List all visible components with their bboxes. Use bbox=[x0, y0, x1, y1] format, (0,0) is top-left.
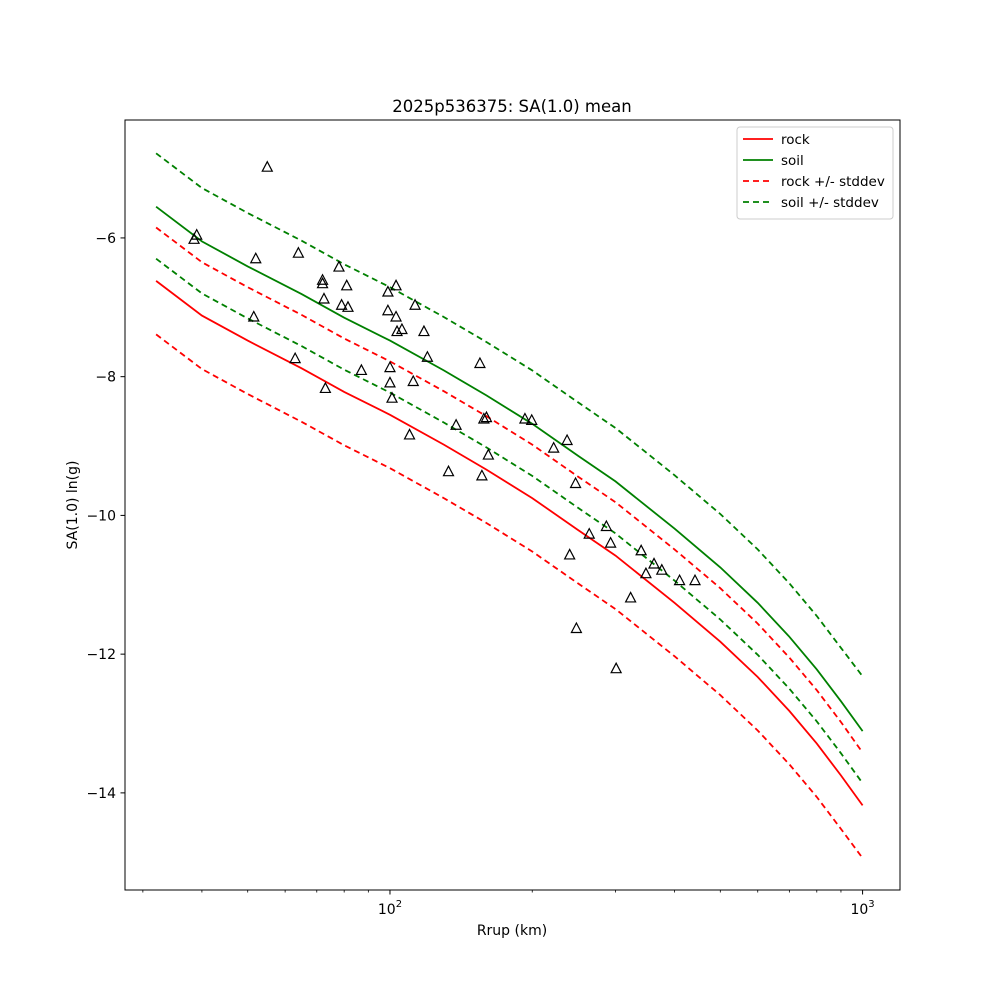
observation-point bbox=[442, 464, 455, 477]
observation-point bbox=[421, 350, 434, 362]
observation-point bbox=[335, 298, 348, 310]
observation-point bbox=[624, 591, 637, 603]
observation-point bbox=[319, 381, 332, 394]
observation-point bbox=[635, 543, 648, 556]
y-tick-label: −12 bbox=[86, 647, 116, 663]
observation-point bbox=[561, 433, 574, 446]
series-line-soil-stddev-upper bbox=[155, 152, 864, 677]
observation-point bbox=[317, 292, 330, 304]
series-line-soil bbox=[155, 205, 864, 732]
observation-point bbox=[569, 476, 582, 489]
observation-point bbox=[673, 573, 686, 586]
y-tick-label: −14 bbox=[86, 786, 116, 802]
observation-point bbox=[407, 374, 420, 387]
observation-point bbox=[610, 661, 623, 674]
x-axis-label: Rrup (km) bbox=[477, 923, 547, 939]
y-axis-label: SA(1.0) ln(g) bbox=[65, 461, 81, 550]
observation-point bbox=[395, 322, 408, 335]
observation-point bbox=[383, 360, 396, 373]
series-line-rock-stddev-upper bbox=[155, 226, 864, 754]
observation-point bbox=[341, 300, 354, 312]
observation-point bbox=[604, 536, 617, 548]
observation-point bbox=[583, 527, 596, 539]
observation-point bbox=[190, 228, 203, 240]
observation-point bbox=[480, 410, 493, 423]
observation-point bbox=[473, 356, 486, 369]
observation-point bbox=[475, 469, 488, 481]
observation-point bbox=[340, 279, 353, 291]
y-tick-label: −8 bbox=[95, 370, 116, 386]
observation-point bbox=[390, 279, 403, 291]
observation-point bbox=[249, 251, 262, 264]
series-line-rock bbox=[155, 280, 864, 806]
observation-point bbox=[292, 246, 305, 258]
observation-point bbox=[450, 418, 463, 430]
observation-point bbox=[417, 324, 430, 337]
observation-point bbox=[355, 363, 368, 376]
series-line-rock-stddev-lower bbox=[155, 333, 864, 859]
observation-point bbox=[381, 285, 394, 297]
legend-label-rock-stddev: rock +/- stddev bbox=[781, 174, 885, 190]
observation-point bbox=[381, 303, 394, 316]
observation-point bbox=[655, 563, 668, 575]
y-axis: −6 −8 −10 −12 −14 bbox=[86, 231, 125, 802]
observation-point bbox=[391, 324, 404, 337]
observation-point bbox=[477, 412, 490, 424]
observation-point bbox=[383, 376, 396, 388]
observation-point bbox=[332, 260, 345, 272]
observation-point bbox=[689, 573, 701, 586]
series-line-soil-stddev-lower bbox=[155, 257, 864, 784]
x-tick-label: 102 bbox=[378, 899, 402, 918]
chart-title: 2025p536375: SA(1.0) mean bbox=[392, 97, 631, 116]
observation-point bbox=[390, 310, 403, 322]
observation-point bbox=[289, 351, 302, 364]
observation-point bbox=[316, 276, 329, 289]
x-axis: 102 103 bbox=[142, 890, 875, 918]
y-tick-label: −10 bbox=[86, 508, 116, 524]
y-tick-label: −6 bbox=[95, 231, 116, 247]
observation-point bbox=[261, 160, 274, 172]
observation-point bbox=[386, 391, 399, 403]
observation-point bbox=[482, 448, 495, 460]
observation-point bbox=[563, 548, 576, 560]
observation-point bbox=[648, 557, 661, 569]
observation-point bbox=[403, 428, 416, 440]
observation-point bbox=[518, 412, 531, 424]
observation-point bbox=[639, 566, 652, 579]
observation-point bbox=[316, 273, 329, 285]
observation-point bbox=[247, 310, 260, 322]
plot-frame bbox=[124, 119, 901, 891]
observation-point bbox=[570, 621, 583, 634]
observation-point bbox=[409, 298, 422, 310]
plot-area bbox=[155, 152, 864, 859]
legend-box bbox=[736, 126, 894, 220]
observation-point bbox=[525, 413, 538, 425]
legend-label-soil-stddev: soil +/- stddev bbox=[781, 195, 879, 211]
x-tick-label: 103 bbox=[850, 899, 874, 918]
observation-point bbox=[547, 441, 560, 453]
legend-label-rock: rock bbox=[781, 132, 810, 148]
legend-label-soil: soil bbox=[781, 153, 804, 169]
observation-point bbox=[600, 519, 613, 532]
legend: rock soil rock +/- stddev soil +/- stddev bbox=[736, 126, 894, 220]
